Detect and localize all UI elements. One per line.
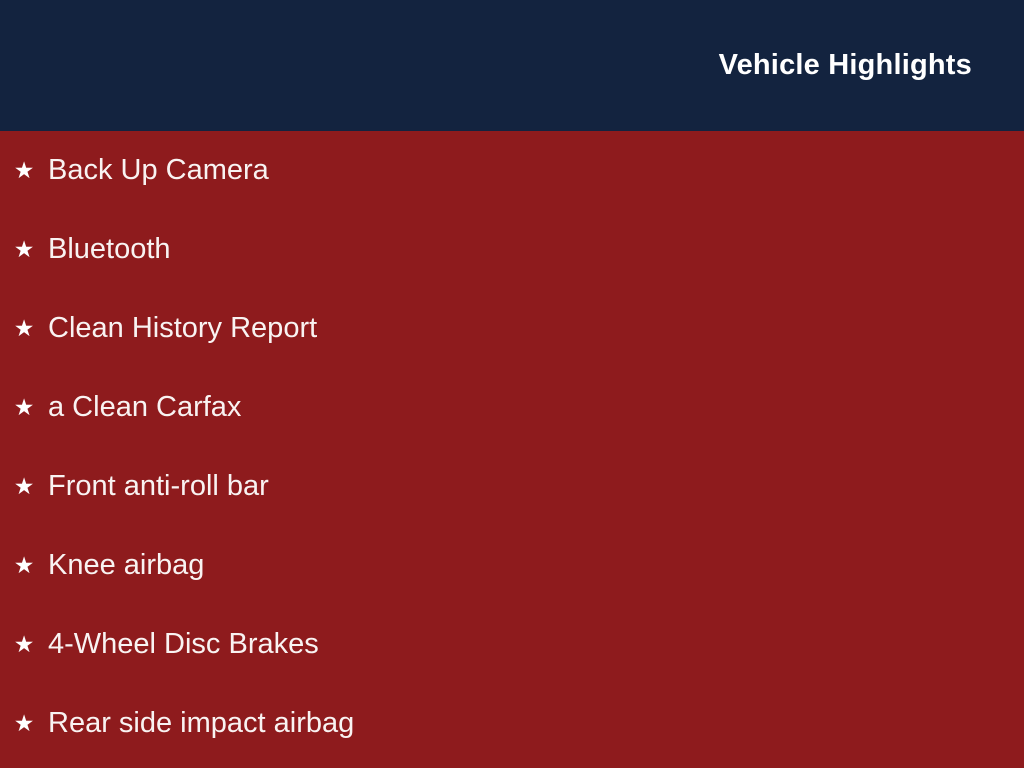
- list-item: ★ Knee airbag: [12, 545, 1004, 585]
- list-item: ★ Clean History Report: [12, 308, 1004, 348]
- list-item: ★ Back Up Camera: [12, 150, 1004, 190]
- star-icon: ★: [13, 394, 35, 420]
- feature-list: ★ Back Up Camera ★ Bluetooth ★ Clean His…: [12, 150, 1004, 743]
- star-icon: ★: [13, 552, 35, 578]
- star-icon: ★: [13, 157, 35, 183]
- page-title: Vehicle Highlights: [718, 49, 972, 81]
- star-icon: ★: [13, 236, 35, 262]
- star-icon: ★: [13, 631, 35, 657]
- slide-body: ★ Back Up Camera ★ Bluetooth ★ Clean His…: [0, 131, 1024, 768]
- star-icon: ★: [13, 315, 35, 341]
- list-item-label: Knee airbag: [48, 549, 205, 581]
- list-item: ★ Rear side impact airbag: [12, 703, 1004, 743]
- list-item: ★ 4-Wheel Disc Brakes: [12, 624, 1004, 664]
- star-icon: ★: [13, 710, 35, 736]
- star-icon: ★: [13, 473, 35, 499]
- list-item-label: Bluetooth: [48, 233, 171, 265]
- list-item-label: Back Up Camera: [48, 154, 269, 186]
- list-item-label: 4-Wheel Disc Brakes: [48, 628, 319, 660]
- list-item: ★ Front anti-roll bar: [12, 466, 1004, 506]
- list-item: ★ Bluetooth: [12, 229, 1004, 269]
- list-item-label: Clean History Report: [48, 312, 318, 344]
- header-band: Vehicle Highlights: [0, 0, 1024, 131]
- list-item-label: Rear side impact airbag: [48, 707, 355, 739]
- list-item-label: a Clean Carfax: [48, 391, 242, 423]
- list-item-label: Front anti-roll bar: [48, 470, 269, 502]
- list-item: ★ a Clean Carfax: [12, 387, 1004, 427]
